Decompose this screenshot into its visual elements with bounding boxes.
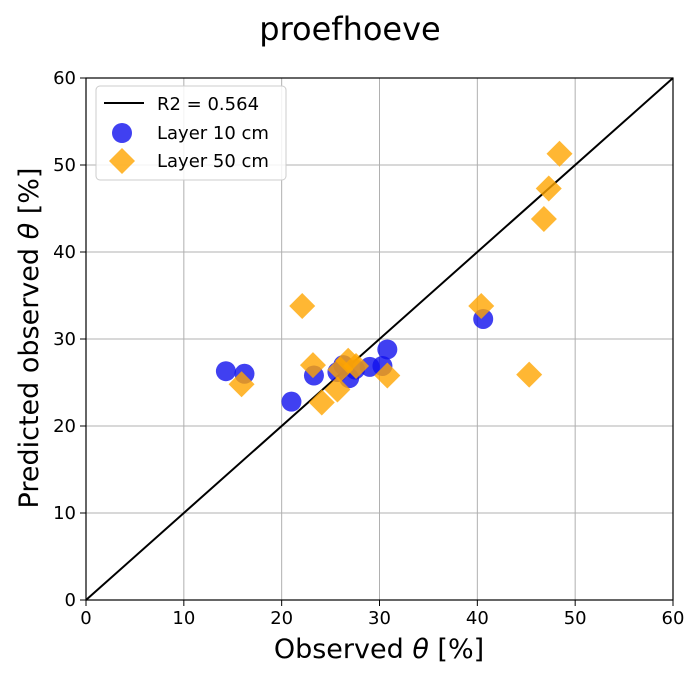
data-point-circle (215, 361, 236, 382)
data-point-diamond (324, 376, 351, 403)
data-point-circle (281, 391, 302, 412)
legend-label-reference-line: R2 = 0.564 (157, 94, 259, 115)
x-tick-label: 20 (270, 608, 293, 629)
legend-box (95, 85, 287, 181)
points-layer (215, 140, 573, 416)
x-tick-label: 60 (662, 608, 685, 629)
data-point-diamond (343, 352, 370, 379)
data-point-diamond (546, 140, 573, 167)
data-point-diamond (228, 371, 255, 398)
data-point-diamond (516, 361, 543, 388)
data-point-circle (377, 339, 398, 360)
x-axis-label: Observed θ [%] (274, 634, 484, 665)
y-tick-label: 30 (53, 329, 76, 350)
data-point-diamond (308, 389, 335, 416)
data-point-diamond (535, 175, 562, 202)
series-2 (228, 140, 573, 416)
y-axis-label: Predicted observed θ [%] (14, 168, 45, 509)
reference-line-layer (85, 77, 674, 601)
y-tick-label: 20 (53, 416, 76, 437)
legend-label-series-1: Layer 10 cm (157, 123, 269, 144)
y-tick-label: 60 (53, 68, 76, 89)
data-point-diamond (289, 292, 316, 319)
legend-label-series-2: Layer 50 cm (157, 151, 269, 172)
data-point-diamond (374, 362, 401, 389)
x-tick-label: 30 (368, 608, 391, 629)
legend-diamond-marker (109, 148, 135, 174)
data-point-diamond (468, 292, 495, 319)
tick-layer: 0 10 20 30 40 50 60 0 10 20 30 40 50 60 (53, 68, 684, 629)
x-tick-label: 0 (80, 608, 91, 629)
y-tick-label: 50 (53, 155, 76, 176)
reference-line (85, 77, 674, 601)
y-tick-label: 10 (53, 503, 76, 524)
y-tick-label: 40 (53, 242, 76, 263)
x-tick-label: 40 (466, 608, 489, 629)
legend-circle-marker (112, 123, 132, 143)
chart-title: proefhoeve (259, 10, 440, 48)
x-tick-label: 10 (172, 608, 195, 629)
data-point-diamond (530, 205, 557, 232)
y-tick-label: 0 (65, 590, 76, 611)
legend: R2 = 0.564 Layer 10 cm Layer 50 cm (95, 85, 287, 181)
data-point-diamond (299, 352, 326, 379)
x-tick-label: 50 (564, 608, 587, 629)
